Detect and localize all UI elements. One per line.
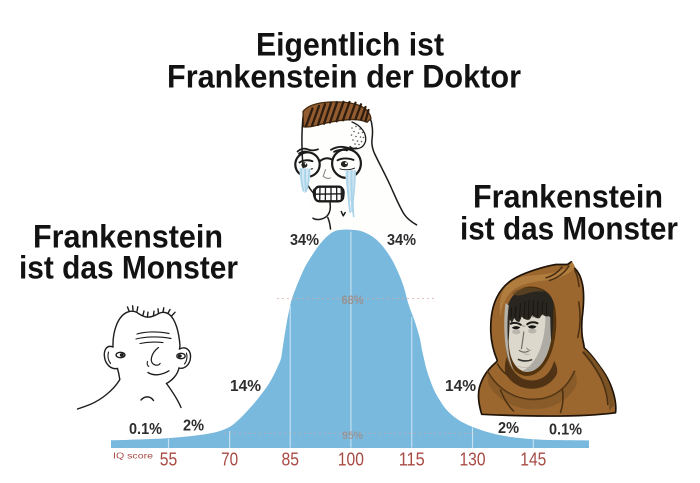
svg-text:14%: 14%	[230, 378, 261, 395]
svg-text:130: 130	[460, 449, 486, 469]
svg-text:ist das Monster: ist das Monster	[19, 250, 238, 286]
svg-text:IQ score: IQ score	[113, 451, 153, 461]
svg-text:0.1%: 0.1%	[129, 421, 162, 438]
svg-text:55: 55	[160, 449, 178, 469]
svg-text:2%: 2%	[183, 418, 204, 435]
svg-text:85: 85	[282, 449, 300, 469]
svg-text:145: 145	[520, 449, 546, 469]
svg-text:115: 115	[399, 449, 425, 469]
svg-text:Frankenstein: Frankenstein	[473, 179, 663, 215]
svg-text:95%: 95%	[342, 430, 363, 442]
svg-text:Frankenstein der Doktor: Frankenstein der Doktor	[167, 59, 521, 95]
svg-text:Frankenstein: Frankenstein	[33, 219, 223, 255]
svg-text:70: 70	[221, 449, 238, 469]
svg-text:34%: 34%	[290, 232, 319, 249]
svg-text:Eigentlich ist: Eigentlich ist	[256, 27, 444, 63]
svg-text:14%: 14%	[445, 378, 476, 395]
svg-text:68%: 68%	[342, 295, 364, 307]
svg-text:ist das Monster: ist das Monster	[460, 211, 678, 247]
svg-text:100: 100	[338, 449, 364, 469]
svg-text:34%: 34%	[387, 232, 416, 249]
svg-text:2%: 2%	[498, 420, 519, 437]
svg-text:0.1%: 0.1%	[549, 422, 582, 439]
